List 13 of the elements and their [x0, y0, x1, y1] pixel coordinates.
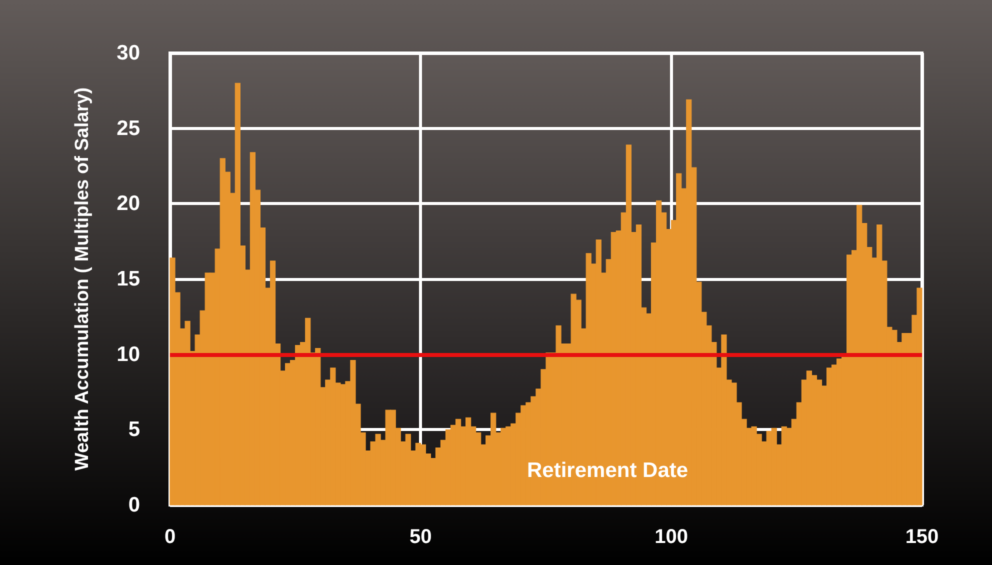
- y-tick-label: 25: [116, 116, 140, 140]
- x-tick-label: 100: [654, 526, 688, 548]
- y-tick-label: 10: [116, 342, 140, 366]
- y-tick-label: 5: [128, 418, 140, 442]
- annotation: Retirement Date: [526, 459, 688, 482]
- y-tick-label: 20: [116, 192, 140, 216]
- y-tick-label: 30: [116, 42, 140, 64]
- x-tick-label: 150: [905, 526, 939, 548]
- y-axis-title: Wealth Accumulation ( Multiples of Salary): [72, 87, 93, 471]
- x-tick-label: 50: [410, 526, 432, 548]
- y-tick-label: 15: [116, 268, 140, 290]
- x-tick-label: 0: [164, 526, 176, 548]
- y-tick-label: 0: [128, 494, 140, 516]
